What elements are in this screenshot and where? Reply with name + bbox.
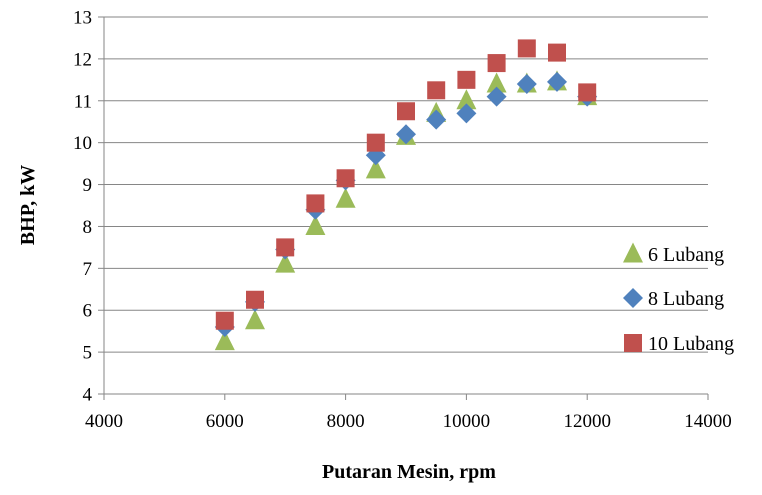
x-tick-label: 10000 (443, 411, 491, 432)
data-point-square (487, 54, 506, 73)
data-point-triangle (305, 214, 326, 235)
x-tick-label: 4000 (85, 411, 123, 432)
data-point-square (457, 70, 476, 89)
legend: 6 Lubang 8 Lubang 10 Lubang (623, 242, 734, 355)
y-tick-label: 8 (83, 217, 93, 238)
data-point-diamond (396, 124, 416, 145)
legend-item: 6 Lubang (623, 242, 724, 266)
x-tick-label: 8000 (327, 411, 365, 432)
data-point-square (427, 81, 446, 100)
legend-item: 8 Lubang (623, 288, 724, 310)
data-point-diamond (486, 86, 507, 107)
data-point-triangle (245, 309, 265, 330)
legend-marker-square (624, 334, 642, 352)
y-tick-label: 10 (73, 133, 92, 154)
data-point-square (215, 311, 234, 330)
data-point-diamond (456, 103, 477, 124)
legend-marker-triangle (623, 242, 643, 263)
series-square (215, 39, 597, 330)
x-axis-title: Putaran Mesin, rpm (322, 461, 496, 483)
legend-marker-diamond (623, 288, 643, 308)
data-point-triangle (275, 252, 296, 273)
legend-item: 10 Lubang (624, 333, 734, 355)
y-tick-label: 9 (83, 175, 93, 196)
data-point-triangle (456, 89, 477, 110)
data-point-square (336, 169, 355, 188)
y-tick-label: 7 (83, 259, 93, 280)
data-series (214, 39, 598, 351)
x-tick-label: 6000 (206, 411, 244, 432)
data-point-square (246, 290, 264, 309)
y-tick-label: 13 (73, 8, 92, 29)
y-tick-label: 5 (83, 343, 93, 364)
tick-labels: 4 5 6 7 8 9 10 11 12 13 4000 6000 8000 10000 12000 1400… (73, 8, 732, 433)
data-point-square (517, 39, 536, 58)
data-point-square (366, 133, 385, 152)
data-point-triangle (214, 330, 235, 351)
data-point-square (276, 238, 295, 257)
y-tick-label: 12 (73, 49, 92, 70)
x-tick-label: 14000 (684, 411, 732, 432)
axes (98, 16, 709, 400)
y-tick-label: 4 (83, 385, 93, 406)
data-point-diamond (426, 109, 447, 130)
y-tick-label: 11 (74, 91, 92, 112)
data-point-square (397, 102, 415, 121)
y-tick-label: 6 (83, 301, 93, 322)
data-point-square (306, 194, 325, 213)
data-point-square (578, 83, 597, 102)
data-point-diamond (516, 74, 537, 95)
data-point-triangle (486, 72, 507, 93)
legend-label: 6 Lubang (648, 244, 724, 266)
data-point-square (548, 43, 566, 62)
x-tick-label: 12000 (563, 411, 611, 432)
legend-label: 8 Lubang (648, 288, 724, 310)
data-point-triangle (365, 158, 386, 179)
legend-label: 10 Lubang (648, 333, 734, 355)
data-point-diamond (547, 71, 567, 92)
y-axis-title: BHP, kW (17, 165, 39, 245)
data-point-triangle (335, 187, 356, 208)
grid-lines (104, 16, 708, 353)
